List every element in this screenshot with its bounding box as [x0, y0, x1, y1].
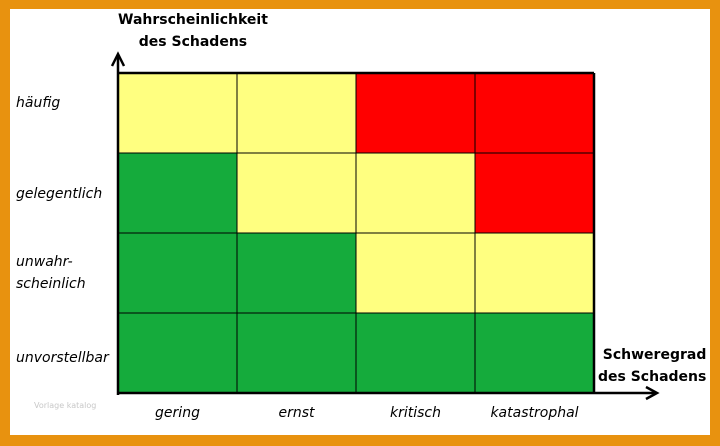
watermark: Vorlage katalog — [34, 401, 97, 410]
risk-matrix-diagram: Wahrscheinlichkeit des Schadens häufig ge… — [10, 9, 710, 435]
matrix-cell-green — [475, 313, 594, 393]
matrix-cell-yellow — [475, 233, 594, 313]
y-axis-title-line-1: Wahrscheinlichkeit — [118, 12, 268, 28]
x-axis-title-line-2: des Schadens — [598, 369, 707, 385]
row-label: unwahr-scheinlich — [16, 251, 86, 295]
column-label: katastrophal — [490, 405, 579, 421]
row-label: unvorstellbar — [16, 347, 109, 369]
matrix-cell-red — [475, 73, 594, 153]
matrix-cell-red — [356, 73, 475, 153]
matrix-cell-yellow — [118, 73, 237, 153]
x-axis-title-line-1: Schweregrad — [602, 347, 707, 363]
column-label: kritisch — [390, 405, 441, 421]
matrix-cell-yellow — [356, 233, 475, 313]
grid-and-axes — [110, 51, 660, 401]
x-axis-title: Schweregrad des Schadens — [598, 344, 706, 388]
y-axis-title-line-2: des Schadens — [138, 34, 248, 50]
row-label-line: gelegentlich — [16, 186, 103, 202]
matrix-cell-green — [118, 153, 237, 233]
matrix-cell-green — [118, 313, 237, 393]
matrix-cell-green — [118, 233, 237, 313]
row-label: häufig — [16, 92, 60, 114]
matrix-cell-yellow — [237, 73, 356, 153]
y-axis-arrow-icon — [110, 51, 126, 67]
matrix-cell-green — [356, 313, 475, 393]
matrix-cell-yellow — [356, 153, 475, 233]
row-label-line: unvorstellbar — [16, 350, 109, 366]
row-label: gelegentlich — [16, 183, 102, 205]
matrix-cell-yellow — [237, 153, 356, 233]
column-label: ernst — [278, 405, 315, 421]
y-axis-title: Wahrscheinlichkeit des Schadens — [118, 9, 268, 53]
row-label-line: unwahr- — [16, 254, 73, 270]
row-label-line: häufig — [16, 95, 61, 111]
row-label-line: scheinlich — [16, 276, 86, 292]
column-label: gering — [155, 405, 200, 421]
x-axis-arrow-icon — [645, 385, 660, 401]
matrix-cell-green — [237, 313, 356, 393]
matrix-cell-green — [237, 233, 356, 313]
matrix-cell-red — [475, 153, 594, 233]
